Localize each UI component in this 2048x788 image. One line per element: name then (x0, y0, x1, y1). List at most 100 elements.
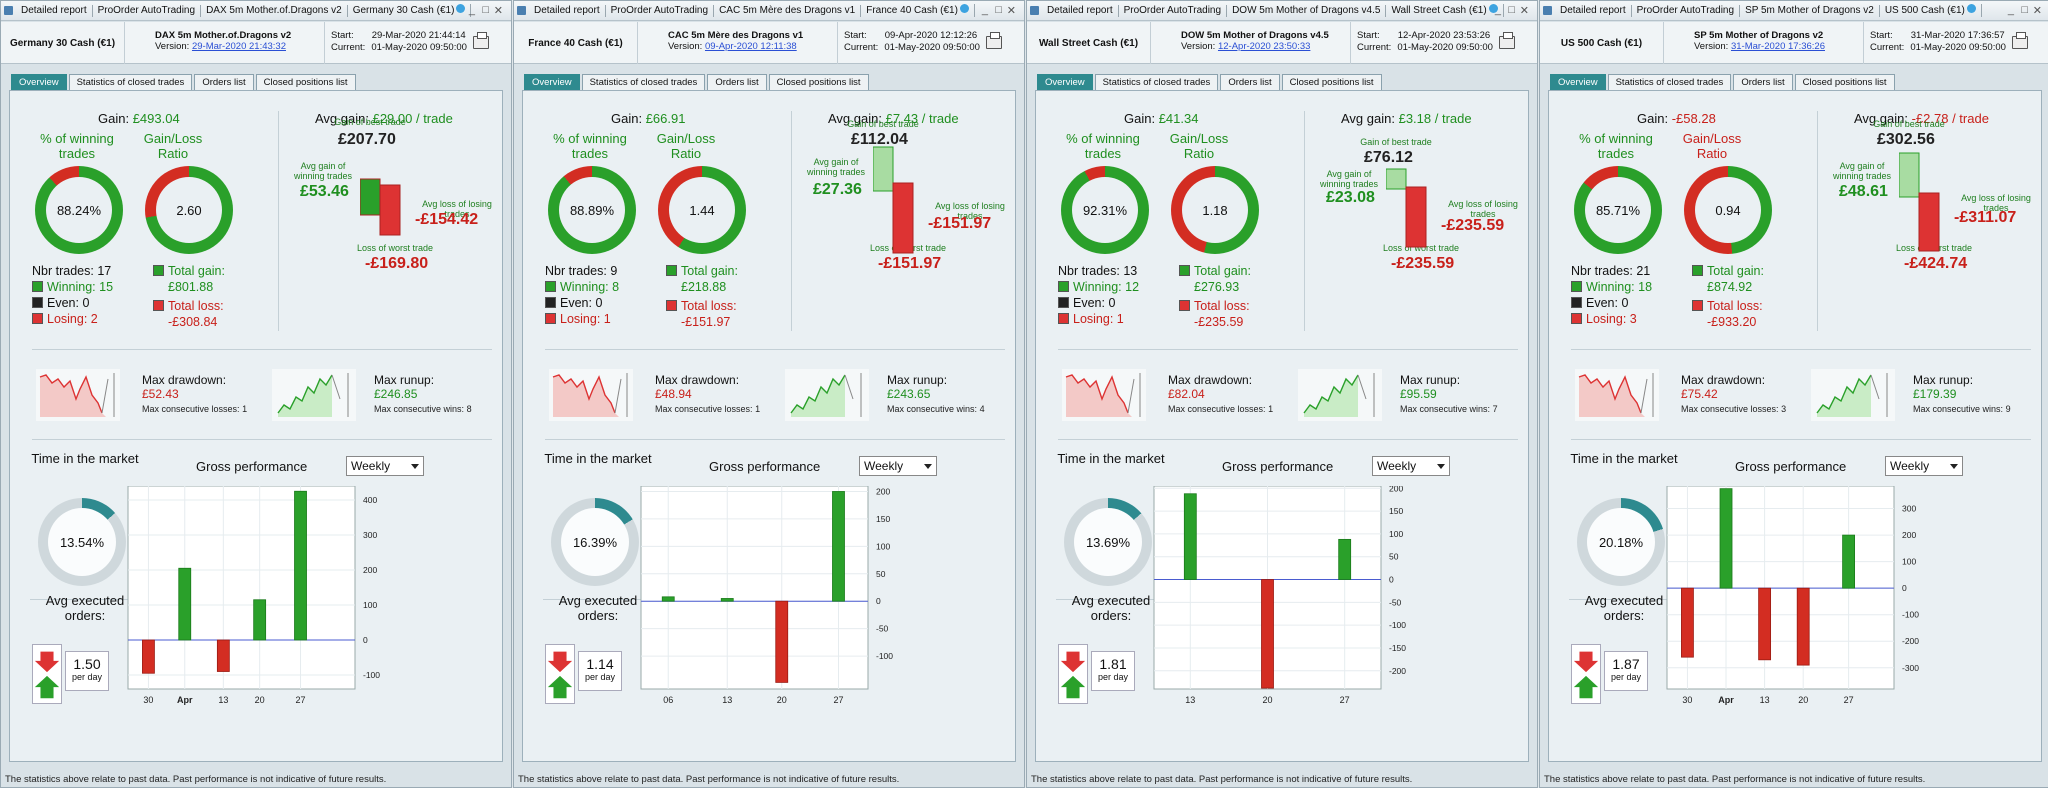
maximize-icon[interactable]: □ (995, 4, 1002, 16)
worst-trade-label: Loss of worst trade (356, 243, 434, 253)
title-bar[interactable]: Detailed report ProOrder AutoTrading DAX… (1, 1, 511, 21)
order-arrows-icon (1571, 644, 1601, 704)
print-icon[interactable] (986, 32, 1002, 49)
tab-statistics[interactable]: Statistics of closed trades (581, 74, 706, 90)
y-tick-label: -100 (1389, 620, 1406, 630)
y-tick-label: 300 (1902, 504, 1916, 514)
y-tick-label: 50 (876, 569, 886, 579)
maximize-icon[interactable]: □ (1508, 4, 1515, 16)
best-trade-value: £112.04 (851, 131, 908, 148)
gain-value: £493.04 (132, 111, 180, 126)
tab-closed-positions[interactable]: Closed positions list (1281, 74, 1382, 90)
tab-statistics[interactable]: Statistics of closed trades (1094, 74, 1219, 90)
red-square-icon (1571, 313, 1582, 324)
tab-closed-positions[interactable]: Closed positions list (1794, 74, 1895, 90)
vertical-separator (278, 111, 279, 331)
current-row: Current: 01-May-2020 09:50:00 (331, 42, 467, 54)
minimize-icon[interactable]: _ (981, 4, 988, 16)
winning-value: 15 (99, 280, 114, 294)
pct-winning-label: % of winning trades (1579, 131, 1653, 161)
close-icon[interactable]: ✕ (1006, 5, 1016, 17)
period-dropdown[interactable]: Weekly (346, 456, 424, 476)
period-dropdown[interactable]: Weekly (1372, 456, 1450, 476)
tab-orders[interactable]: Orders list (1220, 74, 1280, 90)
tab-overview[interactable]: Overview (1550, 74, 1606, 90)
close-icon[interactable]: ✕ (2032, 5, 2042, 17)
total-gain-label: Total gain: (681, 264, 738, 278)
y-tick-label: 150 (1389, 506, 1403, 516)
tab-closed-positions[interactable]: Closed positions list (768, 74, 869, 90)
start-value: 31-Mar-2020 17:36:57 (1910, 30, 2005, 41)
total-loss-value: -£235.59 (1194, 315, 1244, 329)
minimize-icon[interactable]: _ (1494, 4, 1501, 16)
maximize-icon[interactable]: □ (482, 4, 489, 16)
y-tick-label: 100 (876, 541, 890, 551)
version-link[interactable]: 09-Apr-2020 12:11:38 (704, 41, 797, 52)
ratio-value: 2.60 (156, 177, 222, 243)
performance-bar (178, 567, 192, 641)
tab-orders[interactable]: Orders list (1733, 74, 1793, 90)
tab-overview[interactable]: Overview (11, 74, 67, 90)
total-gain-value: £218.88 (681, 280, 727, 294)
trade-counts: Nbr trades: 21 Winning: 18 Even: 0 Losin… (1571, 263, 1652, 327)
worst-trade-value: -£424.74 (1904, 255, 1968, 272)
performance-bar (1261, 579, 1274, 689)
green-square-icon (1692, 265, 1703, 276)
system-info: SP 5m Mother of Dragons v2 Version: 31-M… (1664, 22, 1864, 64)
print-icon[interactable] (1499, 32, 1515, 49)
version-link[interactable]: 12-Apr-2020 23:50:33 (1217, 41, 1311, 52)
close-icon[interactable]: ✕ (1519, 5, 1529, 17)
version-link[interactable]: 31-Mar-2020 17:36:26 (1730, 41, 1825, 52)
tab-overview[interactable]: Overview (524, 74, 580, 90)
tab-orders[interactable]: Orders list (707, 74, 767, 90)
dates: Start: 09-Apr-2020 12:12:26 Current: 01-Ma… (844, 30, 980, 54)
divider (1569, 599, 1679, 600)
title-bar[interactable]: Detailed report ProOrder AutoTrading DOW… (1027, 1, 1537, 21)
green-square-icon (1179, 265, 1190, 276)
tab-closed-positions[interactable]: Closed positions list (255, 74, 356, 90)
avg-gain-value: -£2.78 / trade (1911, 111, 1989, 126)
print-icon[interactable] (2012, 32, 2028, 49)
y-tick-label: 200 (876, 486, 890, 496)
avg-loss-value: -£235.59 (1441, 217, 1505, 234)
system-name: CAC 5m Mère des Dragons v1 (668, 30, 804, 41)
y-tick-label: 300 (363, 530, 377, 540)
tab-statistics[interactable]: Statistics of closed trades (1607, 74, 1732, 90)
winning-donut: 88.89% (548, 166, 636, 254)
x-tick-label: Apr (1718, 695, 1734, 705)
cons-loss-value: 1 (1268, 404, 1274, 414)
best-trade-value: £76.12 (1364, 149, 1413, 166)
title-detailed-report: Detailed report (1042, 4, 1119, 17)
minimize-icon[interactable]: _ (468, 4, 475, 16)
winning-label: Winning: (47, 280, 96, 294)
total-gain-label: Total gain: (1707, 264, 1764, 278)
period-dropdown[interactable]: Weekly (859, 456, 937, 476)
max-runup: Max runup: £246.85 Max consecutive wins:… (374, 373, 472, 416)
vertical-separator (1817, 111, 1818, 331)
cons-loss-label: Max consecutive losses: (1168, 404, 1266, 414)
close-icon[interactable]: ✕ (493, 5, 503, 17)
tab-orders[interactable]: Orders list (194, 74, 254, 90)
disclaimer: The statistics above relate to past data… (1544, 774, 1926, 785)
winning-row: Winning: 15 (32, 279, 113, 295)
tab-statistics[interactable]: Statistics of closed trades (68, 74, 193, 90)
losing-label: Losing: (560, 312, 601, 326)
total-loss-label: Total loss: (1194, 299, 1250, 313)
totals: Total gain: £801.88 Total loss: -£308.84 (153, 263, 243, 330)
waterfall-bar (1405, 186, 1427, 248)
avg-gain-value: £3.18 / trade (1398, 111, 1472, 126)
dates: Start: 12-Apr-2020 23:53:26 Current: 01-Ma… (1357, 30, 1493, 54)
period-dropdown[interactable]: Weekly (1885, 456, 1963, 476)
tab-overview[interactable]: Overview (1037, 74, 1093, 90)
gain-label: Gain: (98, 111, 130, 126)
avg-gain-summary: Avg gain: £29.00 / trade (315, 111, 453, 126)
print-icon[interactable] (473, 32, 489, 49)
version-link[interactable]: 29-Mar-2020 21:43:32 (191, 41, 286, 52)
title-instrument: US 500 Cash (€1) (1880, 4, 1982, 17)
title-bar[interactable]: Detailed report ProOrder AutoTrading CAC… (514, 1, 1024, 21)
ratio-label-text: Gain/Loss Ratio (143, 131, 203, 161)
minimize-icon[interactable]: _ (2007, 4, 2014, 16)
globe-icon (1966, 4, 1976, 13)
maximize-icon[interactable]: □ (2021, 4, 2028, 16)
title-bar[interactable]: Detailed report ProOrder AutoTrading SP … (1540, 1, 2048, 21)
